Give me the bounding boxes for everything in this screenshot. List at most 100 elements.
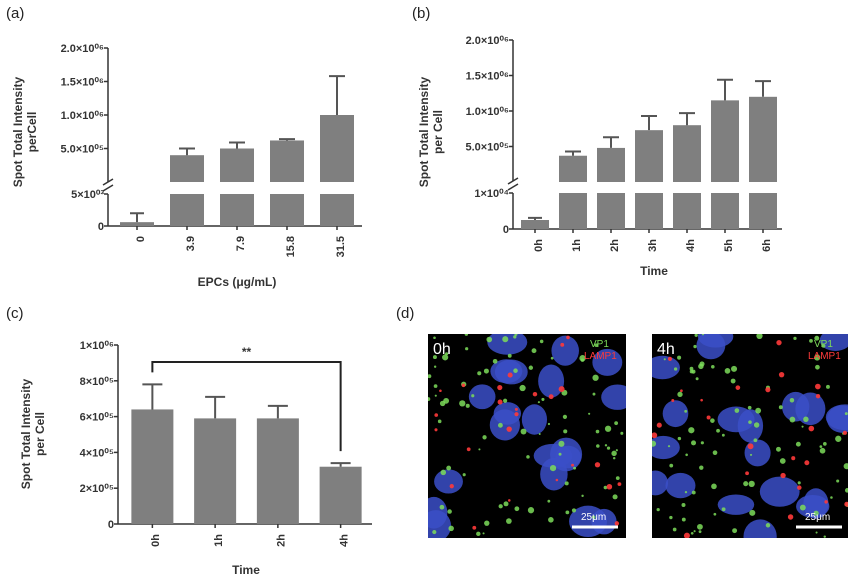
lamp1-signal — [555, 478, 559, 482]
vp1-signal — [677, 391, 683, 398]
vp1-signal — [672, 527, 677, 532]
vp1-signal — [693, 344, 697, 349]
vp1-signal — [656, 508, 660, 512]
vp1-signal — [813, 510, 819, 516]
nucleus — [696, 334, 726, 360]
vp1-signal — [514, 506, 520, 512]
vp1-signal — [698, 363, 704, 370]
nucleus — [662, 400, 689, 428]
chart-b-bar — [521, 220, 549, 229]
vp1-signal — [604, 444, 608, 447]
vp1-signal — [819, 445, 823, 449]
lamp1-signal — [842, 430, 847, 435]
lamp1-signal — [594, 462, 601, 468]
vp1-signal — [799, 504, 806, 511]
vp1-signal — [814, 335, 820, 341]
nucleus — [744, 439, 771, 467]
micrograph-4h-time-label: 4h — [657, 341, 675, 358]
vp1-signal — [663, 358, 666, 361]
nucleus — [795, 392, 826, 426]
chart-c-y-tick-label: 6×10⁰⁵ — [80, 412, 114, 424]
vp1-signal — [433, 384, 438, 388]
micrograph-4h-cells — [652, 334, 848, 538]
vp1-signal — [669, 463, 674, 468]
chart-a-error-bar — [229, 141, 245, 149]
vp1-signal — [844, 412, 848, 416]
vp1-signal — [681, 517, 686, 522]
vp1-signal — [433, 336, 436, 340]
chart-b-y-axis-break-mark — [507, 183, 519, 191]
vp1-signal — [615, 449, 618, 452]
lamp1-signal — [706, 415, 711, 420]
vp1-signal — [801, 425, 804, 428]
vp1-signal — [471, 394, 475, 398]
chart-c-bar — [256, 418, 299, 524]
chart-a-y-tick-label: 2.0×10⁰⁶ — [61, 43, 104, 55]
lamp1-signal — [506, 426, 512, 432]
chart-a-x-tick-label: 0 — [135, 236, 147, 242]
vp1-signal — [541, 397, 545, 401]
vp1-signal — [538, 433, 541, 436]
vp1-signal — [440, 469, 447, 476]
chart-b-error-bar — [603, 136, 619, 148]
nucleus — [521, 404, 548, 435]
vp1-signal — [437, 419, 442, 424]
vp1-signal — [606, 446, 611, 450]
lamp1-signal — [804, 460, 810, 466]
vp1-signal — [755, 407, 762, 414]
vp1-signal — [462, 473, 466, 477]
chart-a-y-tick-label: 1.0×10⁰⁶ — [61, 110, 104, 122]
chart-a-bar-lower-segment — [220, 194, 254, 226]
chart-b-bar-lower-segment — [711, 193, 739, 229]
vp1-signal — [503, 398, 508, 403]
vp1-signal — [595, 429, 600, 434]
vp1-signal — [835, 435, 842, 442]
chart-b-bar-lower-segment — [597, 193, 625, 229]
chart-b-y-tick-label: 1×10⁰⁴ — [474, 188, 509, 200]
vp1-signal — [685, 453, 688, 457]
vp1-signal — [712, 450, 718, 455]
vp1-signal — [698, 530, 702, 534]
nucleus — [538, 364, 565, 398]
vp1-signal — [507, 353, 512, 358]
lamp1-signal — [532, 391, 538, 397]
vp1-signal — [615, 476, 620, 480]
vp1-signal — [795, 441, 801, 447]
vp1-signal — [689, 369, 694, 374]
chart-c-y-tick-label: 4×10⁰⁵ — [80, 447, 114, 459]
vp1-signal — [748, 480, 755, 488]
chart-c-y-tick-label: 8×10⁰⁵ — [80, 376, 114, 388]
lamp1-signal — [497, 384, 503, 391]
nucleus — [717, 494, 755, 515]
nucleus — [601, 384, 626, 410]
vp1-signal — [730, 365, 738, 372]
chart-a-error-bar — [329, 75, 345, 115]
chart-b-x-tick-label: 4h — [685, 239, 697, 252]
chart-a-bar — [170, 155, 204, 182]
lamp1-signal — [466, 447, 471, 452]
vp1-signal — [843, 463, 848, 470]
chart-b-bar — [711, 100, 739, 182]
vp1-signal — [592, 392, 596, 396]
vp1-signal — [564, 481, 569, 486]
chart-a-bar-lower-segment — [170, 194, 204, 226]
vp1-signal — [815, 531, 818, 534]
chart-a-bar — [320, 115, 354, 182]
vp1-signal — [823, 442, 827, 446]
vp1-signal — [756, 334, 763, 340]
chart-a-x-tick-label: 31.5 — [335, 236, 347, 257]
chart-b-error-bar — [565, 150, 581, 156]
chart-b-bar-lower-segment — [749, 193, 777, 229]
vp1-signal — [814, 354, 821, 361]
vp1-signal — [789, 416, 796, 423]
vp1-signal — [620, 431, 624, 435]
vp1-signal — [433, 365, 437, 368]
chart-a-y-tick-label: 0 — [98, 221, 104, 233]
vp1-signal — [688, 427, 695, 434]
panel-label-a: (a) — [6, 5, 24, 22]
vp1-signal — [753, 438, 758, 443]
vp1-signal — [498, 504, 503, 509]
nucleus — [652, 435, 680, 460]
vp1-signal — [465, 403, 470, 408]
vp1-signal — [765, 523, 771, 528]
